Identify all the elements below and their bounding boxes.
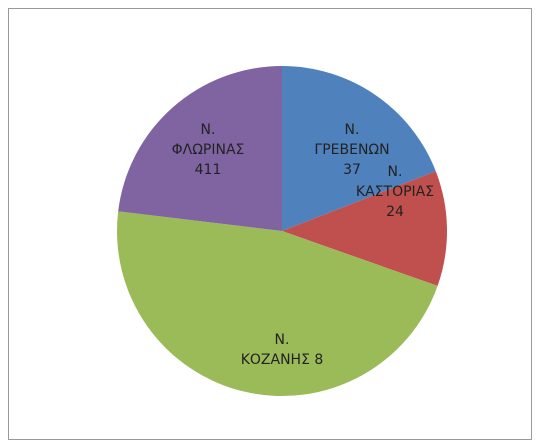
pie-slice [118, 66, 282, 231]
pie-slice [117, 211, 438, 397]
slice-label: Ν. ΚΑΣΤΟΡΙΑΣ 24 [355, 164, 435, 220]
pie-slice [282, 171, 447, 286]
slice-label: Ν. ΓΡΕΒΕΝΩΝ 37 [314, 122, 390, 178]
slice-label: Ν. ΦΛΩΡΙΝΑΣ 411 [171, 122, 245, 178]
slice-label: Ν. ΚΟΖΑΝΗΣ 8 [240, 332, 324, 368]
pie-slice [282, 66, 436, 231]
